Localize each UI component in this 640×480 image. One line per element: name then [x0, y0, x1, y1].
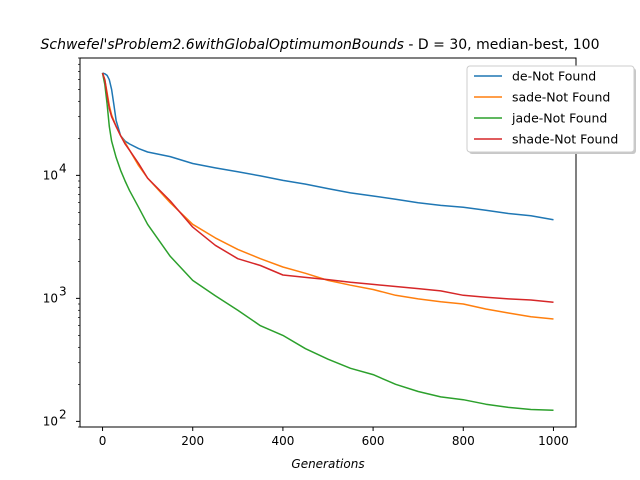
series-layer — [101, 72, 554, 412]
chart-title-italic: Schwefel'sProblem2.6withGlobalOptimumonB… — [41, 37, 404, 53]
series-line-0 — [102, 72, 554, 221]
x-tick-label-2: 400 — [271, 434, 294, 448]
x-axis-label: Generations — [291, 457, 364, 471]
y-tick-label-2: 10 — [43, 168, 58, 182]
series-line-3 — [101, 72, 554, 303]
y-tick-exponent-2: 4 — [59, 161, 67, 175]
legend-label-0: de-Not Found — [512, 69, 596, 84]
plot-frame — [79, 57, 577, 428]
y-tick-exponent-0: 2 — [59, 407, 67, 421]
legend-label-1: sade-Not Found — [512, 90, 610, 105]
x-axis: 0 200 400 600 800 1000 — [99, 427, 569, 448]
x-tick-label-3: 600 — [362, 434, 385, 448]
series-line-2 — [101, 72, 554, 412]
chart-title: Schwefel'sProblem2.6withGlobalOptimumonB… — [41, 37, 600, 53]
y-tick-label-1: 10 — [43, 291, 58, 305]
legend-box — [466, 65, 635, 153]
legend: de-Not Found sade-Not Found jade-Not Found… — [466, 65, 636, 154]
legend-label-3: shade-Not Found — [512, 132, 618, 147]
x-tick-label-4: 800 — [452, 434, 475, 448]
x-tick-label-0: 0 — [99, 434, 107, 448]
y-tick-label-0: 10 — [43, 414, 58, 428]
legend-label-2: jade-Not Found — [511, 111, 607, 126]
x-tick-label-5: 1000 — [538, 434, 569, 448]
y-tick-exponent-1: 3 — [59, 284, 67, 298]
x-tick-label-1: 200 — [181, 434, 204, 448]
chart-title-rest: - D = 30, median-best, 100 — [404, 37, 600, 53]
